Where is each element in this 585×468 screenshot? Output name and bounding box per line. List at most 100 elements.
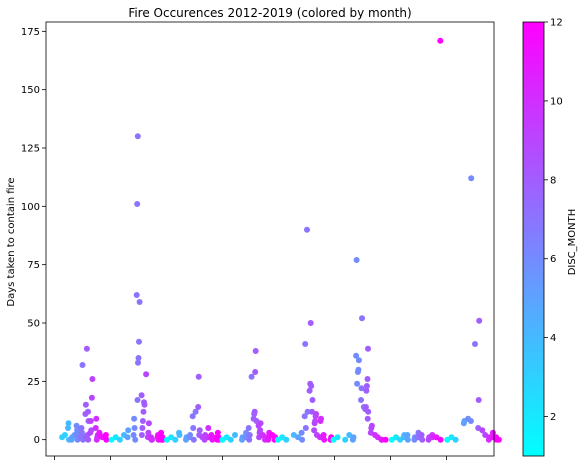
scatter-points bbox=[59, 37, 502, 443]
data-point bbox=[141, 399, 147, 406]
data-point bbox=[102, 434, 109, 441]
data-point bbox=[246, 436, 253, 443]
data-point bbox=[321, 436, 328, 443]
data-point bbox=[251, 411, 258, 417]
data-point bbox=[68, 436, 75, 443]
data-point bbox=[195, 373, 202, 380]
data-point bbox=[131, 425, 138, 431]
data-point bbox=[302, 341, 309, 347]
data-point bbox=[145, 420, 152, 427]
data-point bbox=[135, 355, 142, 361]
x-axis bbox=[54, 456, 447, 460]
data-point bbox=[476, 317, 483, 324]
data-point bbox=[79, 429, 85, 436]
y-tick-label: 25 bbox=[27, 377, 40, 388]
data-point bbox=[136, 299, 143, 305]
data-point bbox=[437, 37, 444, 44]
data-point bbox=[196, 427, 203, 434]
data-point bbox=[134, 201, 141, 207]
y-tick-label: 150 bbox=[21, 85, 40, 96]
data-point bbox=[378, 436, 385, 443]
y-tick-label: 75 bbox=[27, 260, 40, 271]
data-point bbox=[143, 371, 150, 378]
data-point bbox=[83, 345, 90, 352]
data-point bbox=[468, 175, 475, 182]
data-point bbox=[135, 359, 141, 366]
data-point bbox=[363, 383, 370, 389]
data-point bbox=[138, 432, 145, 438]
data-point bbox=[363, 387, 370, 394]
data-point bbox=[65, 425, 71, 431]
data-point bbox=[248, 373, 255, 380]
data-point bbox=[252, 348, 259, 354]
data-point bbox=[304, 408, 311, 415]
colorbar-tick-label: 12 bbox=[550, 18, 563, 29]
data-point bbox=[364, 376, 371, 382]
plot-frame bbox=[45, 21, 495, 457]
data-point bbox=[334, 434, 341, 441]
data-point bbox=[245, 425, 252, 431]
data-point bbox=[93, 436, 100, 443]
data-point bbox=[311, 427, 318, 434]
data-point bbox=[148, 434, 154, 441]
data-point bbox=[365, 345, 371, 352]
data-point bbox=[232, 432, 238, 438]
data-point bbox=[139, 418, 146, 424]
data-point bbox=[89, 376, 96, 382]
data-point bbox=[467, 418, 474, 424]
y-axis: 0 25 50 75 100 125 150 175 bbox=[21, 27, 46, 446]
colorbar-tick-label: 8 bbox=[550, 175, 556, 186]
data-point bbox=[73, 432, 80, 438]
data-point bbox=[354, 369, 361, 375]
data-point bbox=[452, 436, 459, 443]
data-point bbox=[349, 436, 356, 443]
data-point bbox=[307, 320, 314, 326]
data-point bbox=[418, 432, 425, 438]
data-point bbox=[354, 380, 361, 387]
data-point bbox=[437, 436, 444, 443]
data-point bbox=[92, 425, 99, 431]
data-point bbox=[87, 418, 94, 424]
data-point bbox=[342, 436, 349, 443]
data-point bbox=[214, 429, 221, 436]
data-point bbox=[131, 415, 138, 422]
data-point bbox=[246, 432, 253, 438]
data-point bbox=[472, 341, 478, 347]
data-point bbox=[460, 420, 467, 427]
data-point bbox=[138, 392, 145, 399]
y-tick-label: 0 bbox=[34, 435, 40, 446]
data-point bbox=[302, 425, 309, 431]
data-point bbox=[140, 408, 147, 415]
data-point bbox=[79, 362, 86, 368]
data-point bbox=[136, 338, 142, 345]
data-point bbox=[189, 413, 196, 420]
data-point bbox=[124, 434, 131, 441]
colorbar-axis: 2 4 6 8 10 12 bbox=[544, 18, 563, 423]
data-point bbox=[132, 436, 139, 443]
data-point bbox=[116, 436, 123, 443]
data-point bbox=[495, 436, 502, 443]
y-tick-label: 100 bbox=[21, 202, 40, 213]
data-point bbox=[320, 432, 327, 438]
data-point bbox=[479, 427, 486, 434]
y-tick-label: 50 bbox=[27, 319, 40, 330]
data-point bbox=[87, 429, 94, 436]
colorbar-label: DISC_MONTH bbox=[567, 209, 578, 276]
data-point bbox=[133, 292, 140, 298]
data-point bbox=[213, 434, 220, 441]
data-point bbox=[130, 432, 137, 438]
data-point bbox=[96, 429, 103, 436]
data-point bbox=[192, 408, 199, 415]
data-point bbox=[78, 425, 85, 431]
data-point bbox=[355, 357, 362, 364]
data-point bbox=[358, 397, 364, 403]
data-point bbox=[176, 429, 182, 436]
data-point bbox=[93, 415, 100, 422]
data-point bbox=[265, 436, 272, 443]
data-point bbox=[359, 315, 365, 322]
data-point bbox=[298, 429, 305, 436]
data-point bbox=[419, 436, 426, 443]
data-point bbox=[172, 436, 179, 443]
data-point bbox=[365, 408, 372, 415]
data-point bbox=[145, 429, 152, 436]
